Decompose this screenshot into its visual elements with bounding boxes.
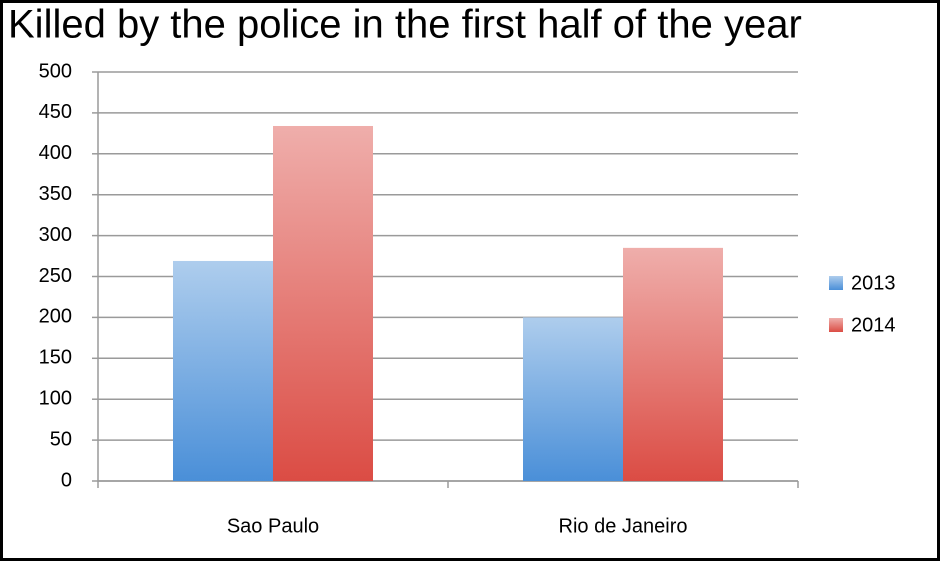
x-tick-label: Rio de Janeiro xyxy=(559,515,688,537)
y-tick-label: 450 xyxy=(39,101,72,123)
legend-label: 2013 xyxy=(851,272,896,294)
y-tick-label: 500 xyxy=(39,60,72,82)
bar xyxy=(273,125,373,481)
y-tick-label: 350 xyxy=(39,183,72,205)
y-tick-label: 400 xyxy=(39,142,72,164)
bar xyxy=(173,260,273,481)
legend-swatch xyxy=(829,318,843,332)
chart-title: Killed by the police in the first half o… xyxy=(8,3,802,47)
legend-label: 2014 xyxy=(851,314,896,336)
y-tick-label: 0 xyxy=(61,469,72,491)
y-tick-label: 100 xyxy=(39,387,72,409)
x-tick-label: Sao Paulo xyxy=(227,515,319,537)
y-tick-label: 150 xyxy=(39,347,72,369)
y-tick-label: 200 xyxy=(39,306,72,328)
legend-swatch xyxy=(829,276,843,290)
y-tick-label: 300 xyxy=(39,224,72,246)
y-tick-label: 50 xyxy=(50,428,72,450)
bar xyxy=(623,247,723,481)
y-tick-label: 250 xyxy=(39,265,72,287)
bar xyxy=(523,317,623,481)
